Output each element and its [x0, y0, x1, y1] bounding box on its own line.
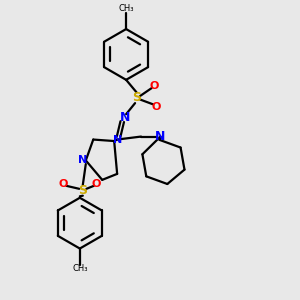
Text: O: O: [150, 81, 159, 91]
Text: S: S: [78, 184, 87, 197]
Text: S: S: [132, 91, 141, 104]
Text: N: N: [78, 155, 87, 166]
Text: N: N: [113, 134, 122, 145]
Text: N: N: [155, 130, 166, 143]
Text: CH₃: CH₃: [118, 4, 134, 13]
Text: O: O: [151, 102, 161, 112]
Text: O: O: [92, 179, 101, 189]
Text: CH₃: CH₃: [72, 264, 88, 273]
Text: O: O: [59, 179, 68, 189]
Text: N: N: [119, 111, 130, 124]
